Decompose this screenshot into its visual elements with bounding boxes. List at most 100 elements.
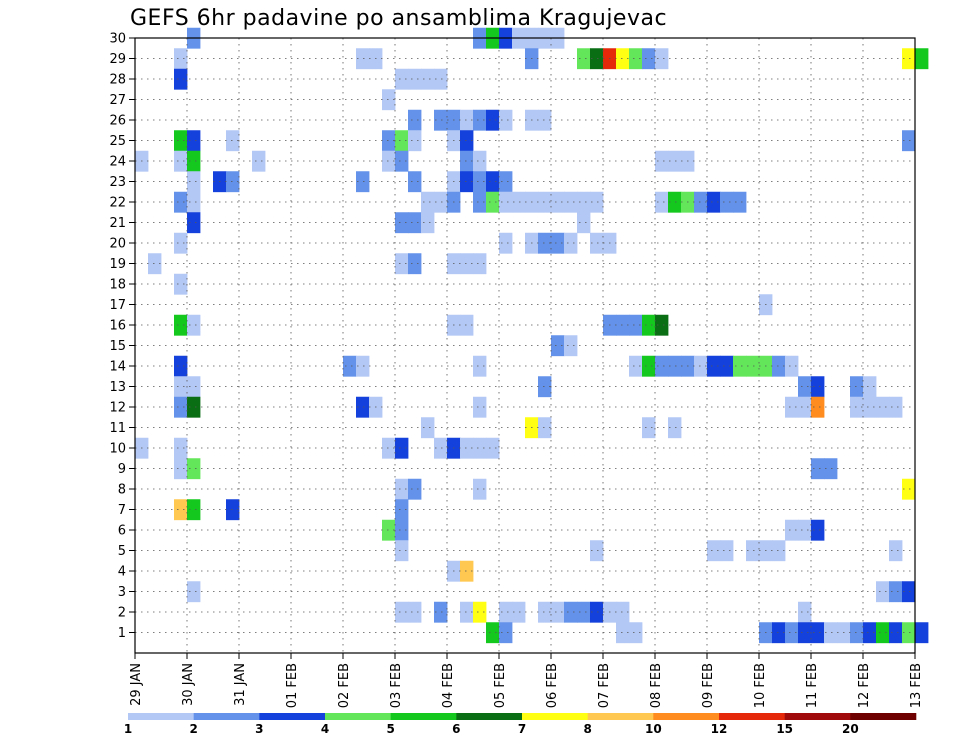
heatmap-cell [642,417,656,439]
x-tick-label: 30 JAN [181,663,196,706]
heatmap-cell [174,68,188,90]
heatmap-cell [811,376,825,398]
heatmap-cell [343,355,357,377]
heatmap-cell [889,622,903,644]
heatmap-cell [616,48,630,70]
y-tick-label: 19 [109,257,126,272]
y-tick-label: 10 [109,442,126,457]
heatmap-cell [382,519,396,541]
heatmap-cell [395,150,409,172]
heatmap-cell [772,540,786,562]
y-tick-label: 5 [118,544,126,559]
heatmap-cell [187,458,201,480]
heatmap-cell [486,437,500,459]
colorbar-swatch [259,713,326,720]
heatmap-cell [707,355,721,377]
heatmap-cell [174,396,188,418]
heatmap-cell [915,48,929,70]
heatmap-cell [356,396,370,418]
heatmap-cell [551,601,565,623]
heatmap-cell [174,376,188,398]
y-tick-label: 28 [109,73,126,88]
y-tick-label: 29 [109,52,126,67]
heatmap-cell [564,232,578,254]
heatmap-cell [408,212,422,234]
heatmap-cell [850,396,864,418]
x-tick-label: 09 FEB [701,663,716,708]
y-tick-label: 23 [109,175,126,190]
y-tick-label: 17 [109,298,126,313]
heatmap-cell [434,437,448,459]
heatmap-cell [811,396,825,418]
heatmap-cell [629,48,643,70]
heatmap-cell [902,130,916,152]
heatmap-cell [811,622,825,644]
heatmap-cell [486,191,500,213]
heatmap-cell [460,560,474,582]
heatmap-cell [590,540,604,562]
heatmap-cell [187,499,201,521]
heatmap-cell [564,601,578,623]
heatmap-cell [408,68,422,90]
heatmap-cell [850,622,864,644]
heatmap-cell [590,601,604,623]
colorbar-swatch [850,713,917,720]
y-tick-label: 2 [118,606,126,621]
heatmap-cell [187,150,201,172]
heatmap-cell [577,601,591,623]
x-tick-label: 08 FEB [649,663,664,708]
heatmap-cell [798,622,812,644]
heatmap-cell [421,68,435,90]
heatmap-cell [538,232,552,254]
heatmap-cell [174,130,188,152]
heatmap-cell [395,212,409,234]
heatmap-cell [486,109,500,131]
heatmap-cell [460,437,474,459]
heatmap-cell [668,150,682,172]
heatmap-cell [473,601,487,623]
heatmap-cell [785,519,799,541]
heatmap-cell [499,622,513,644]
colorbar-legend: 1 2 3 4 5 6 7 8 10 12 15 20 [124,713,917,736]
heatmap-cell [382,89,396,111]
heatmap-cell [720,540,734,562]
heatmap-cell [785,622,799,644]
heatmap-cell [850,376,864,398]
colorbar-swatch [456,713,523,720]
heatmap-cell [798,601,812,623]
heatmap-cell [460,130,474,152]
heatmap-cell [382,130,396,152]
heatmap-cell [395,130,409,152]
heatmap-cell [174,150,188,172]
heatmap-cell [395,478,409,500]
y-tick-label: 30 [109,32,126,47]
heatmap-cell [473,150,487,172]
heatmap-cell [408,109,422,131]
colorbar-swatch [587,713,654,720]
heatmap-cell [395,601,409,623]
heatmap-cell [460,109,474,131]
heatmap-cell [577,191,591,213]
heatmap-cell [486,171,500,193]
x-tick-label: 31 JAN [233,663,248,706]
heatmap-cell [564,191,578,213]
heatmap-cell [252,150,266,172]
x-tick-label: 11 FEB [805,663,820,708]
heatmap-cell [408,171,422,193]
y-tick-label: 24 [109,155,126,170]
heatmap-cell [863,376,877,398]
heatmap-cell [499,191,513,213]
heatmap-cell [824,458,838,480]
y-tick-label: 3 [118,585,126,600]
heatmap-cell [499,109,513,131]
heatmap-cell [408,253,422,275]
heatmap-cell [408,130,422,152]
heatmap-cell [174,458,188,480]
colorbar-swatch [390,713,457,720]
x-tick-label: 05 FEB [493,663,508,708]
heatmap-cell [785,355,799,377]
heatmap-cell [889,581,903,603]
heatmap-cell [655,191,669,213]
heatmap-cell [889,540,903,562]
heatmap-cell [629,622,643,644]
